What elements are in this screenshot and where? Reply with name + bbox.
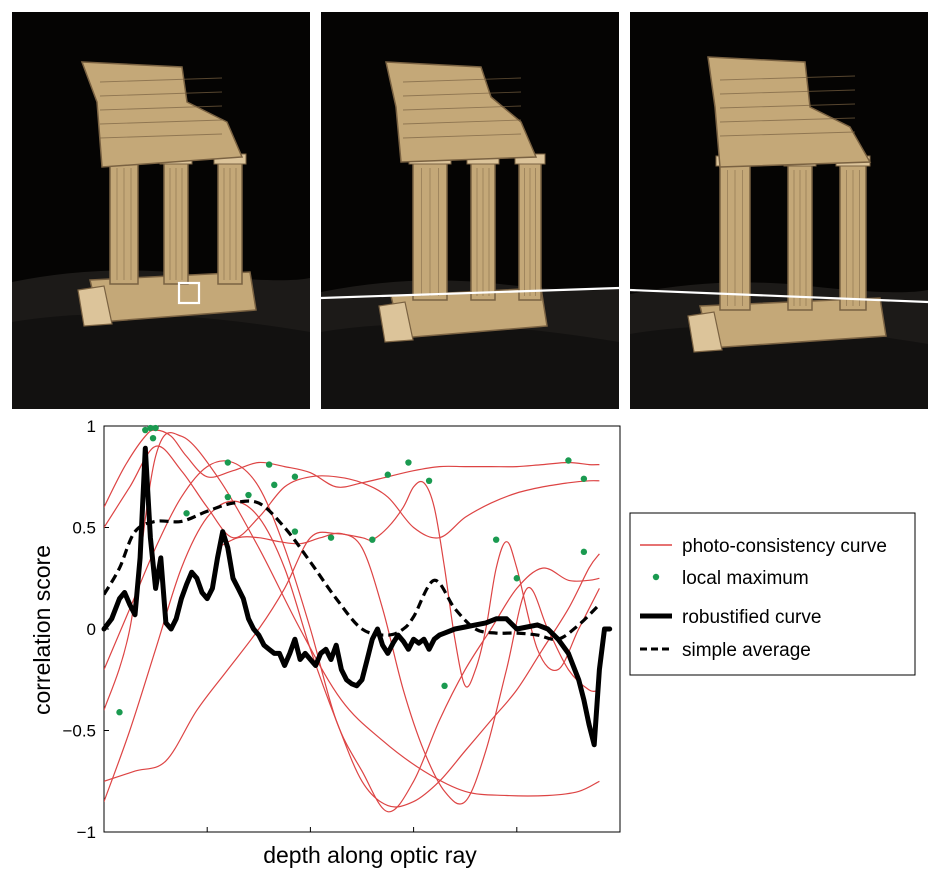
y-tick-label: −1 bbox=[77, 823, 96, 842]
local-maximum-point bbox=[265, 461, 273, 468]
photo-consistency-curve-2 bbox=[104, 429, 600, 508]
local-maximum-point bbox=[147, 424, 154, 432]
local-maximum-point bbox=[142, 426, 149, 434]
photo-consistency-curve-7 bbox=[217, 532, 600, 805]
y-tick-label: 1 bbox=[87, 417, 96, 436]
third-view-photo bbox=[630, 12, 928, 409]
y-axis-label: correlation score bbox=[29, 545, 55, 715]
photo-consistency-curve-5 bbox=[104, 460, 600, 813]
local-maximum-point bbox=[441, 682, 448, 690]
photo-consistency-curve-6 bbox=[104, 480, 600, 782]
local-maximum-point bbox=[224, 459, 232, 466]
y-tick-label: 0.5 bbox=[72, 519, 96, 538]
legend-label-local-max: local maximum bbox=[682, 568, 809, 589]
photo-consistency-curve-3 bbox=[104, 445, 600, 539]
legend-label-robust: robustified curve bbox=[682, 607, 821, 628]
local-maximum-point bbox=[369, 536, 376, 543]
local-maximum-point bbox=[580, 475, 588, 482]
local-maximum-point bbox=[405, 459, 412, 466]
local-maximum-point bbox=[245, 491, 252, 499]
local-maximum-point bbox=[149, 434, 157, 442]
local-maximum-point bbox=[513, 575, 520, 582]
local-maximum-point bbox=[183, 510, 190, 517]
local-maximum-point bbox=[327, 534, 335, 541]
second-view-photo bbox=[321, 12, 619, 409]
local-maximum-point bbox=[492, 536, 500, 543]
legend-box bbox=[629, 512, 916, 676]
local-maximum-point bbox=[271, 481, 278, 489]
local-maximum-point bbox=[291, 473, 299, 480]
local-maximum-point bbox=[565, 457, 572, 464]
local-maximum-point bbox=[291, 528, 299, 535]
correlation-chart: 1 0.5 0 −0.5 −1 depth along optic ray correl… bbox=[29, 417, 916, 868]
x-axis-label: depth along optic ray bbox=[263, 842, 477, 868]
local-maximum-point bbox=[152, 424, 159, 432]
y-tick-label: 0 bbox=[87, 620, 96, 639]
local-maximum-point bbox=[116, 709, 123, 716]
local-maximum-point bbox=[224, 493, 232, 501]
photo-consistency-curve-4 bbox=[104, 500, 600, 808]
legend-swatch-local-max bbox=[652, 573, 660, 581]
legend-label-average: simple average bbox=[682, 640, 811, 661]
local-maximum-point bbox=[580, 548, 588, 556]
local-maximum-point bbox=[425, 477, 433, 485]
y-tick-label: −0.5 bbox=[62, 722, 96, 741]
robustified-curve bbox=[101, 445, 613, 748]
legend-label-photo-curve: photo-consistency curve bbox=[682, 536, 887, 557]
local-maximum-point bbox=[384, 471, 391, 478]
reference-view-photo bbox=[12, 12, 310, 409]
legend: photo-consistency curve local maximum ro… bbox=[629, 512, 916, 676]
